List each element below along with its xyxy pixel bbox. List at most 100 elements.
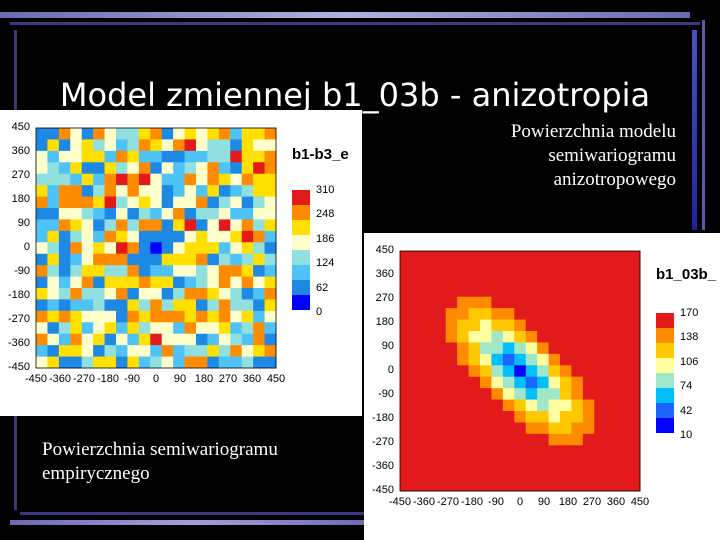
heatmap-cell (161, 265, 174, 278)
heatmap-cell (93, 356, 106, 369)
y-tick-label: 180 (375, 316, 394, 328)
heatmap-cell (445, 422, 458, 435)
heatmap-cell (241, 265, 254, 278)
heatmap-cell (184, 162, 197, 175)
heatmap-cell (207, 208, 220, 220)
heatmap-cell (150, 208, 163, 220)
heatmap-cell (582, 296, 595, 309)
heatmap-cell (560, 479, 572, 492)
heatmap-cell (253, 219, 266, 232)
heatmap-cell (560, 251, 572, 263)
heatmap-cell (468, 273, 481, 286)
heatmap-cell (434, 376, 447, 389)
heatmap-cell (582, 342, 595, 355)
heatmap-cell (241, 356, 254, 369)
heatmap-cell (434, 388, 447, 401)
plot-frame (399, 250, 641, 492)
heatmap-cell (150, 345, 163, 358)
heatmap-cell (548, 376, 561, 389)
heatmap-cell (434, 399, 447, 412)
heatmap-cell (230, 196, 243, 209)
heatmap-cell (617, 456, 630, 469)
legend-label: 74 (680, 380, 693, 393)
y-tick-label: -270 (371, 436, 394, 448)
heatmap-cell (560, 411, 572, 423)
heatmap-cell (594, 468, 607, 481)
heatmap-cell (411, 273, 424, 286)
legend-swatch (292, 205, 310, 220)
heatmap-cell (127, 242, 140, 255)
heatmap-cell (480, 422, 492, 435)
heatmap-cell (196, 242, 208, 255)
heatmap-cell (138, 128, 151, 140)
heatmap-cell (491, 308, 504, 321)
x-tick-label: 450 (630, 496, 650, 508)
heatmap-cell (445, 365, 458, 378)
heatmap-cell (104, 276, 117, 289)
heatmap-cell (605, 468, 618, 481)
heatmap-cell (605, 376, 618, 389)
model-heatmap (399, 250, 641, 492)
heatmap-cell (582, 445, 595, 458)
heatmap-cell (628, 376, 641, 389)
heatmap-cell (127, 288, 140, 300)
heatmap-cell (138, 208, 151, 220)
heatmap-cell (264, 185, 277, 198)
heatmap-cell (264, 173, 277, 186)
heatmap-cell (537, 422, 550, 435)
heatmap-cell (628, 479, 641, 492)
x-tick-label: -270 (72, 373, 96, 385)
heatmap-cell (445, 376, 458, 389)
heatmap-cell (127, 265, 140, 278)
heatmap-cell (36, 253, 48, 266)
heatmap-cell (104, 253, 117, 266)
heatmap-cell (548, 273, 561, 286)
heatmap-cell (422, 353, 435, 366)
heatmap-cell (537, 296, 550, 309)
heatmap-cell (582, 422, 595, 435)
heatmap-cell (617, 331, 630, 343)
heatmap-cell (400, 468, 412, 481)
heatmap-cell (548, 479, 561, 492)
heatmap-cell (81, 219, 94, 232)
heatmap-cell (514, 456, 527, 469)
heatmap-cell (47, 150, 60, 163)
heatmap-cell (93, 288, 106, 300)
legend-swatch (292, 280, 310, 295)
heatmap-cell (70, 265, 83, 278)
heatmap-cell (457, 251, 470, 263)
heatmap-cell (502, 308, 515, 321)
heatmap-cell (514, 319, 527, 332)
heatmap-cell (525, 251, 538, 263)
heatmap-cell (81, 139, 94, 152)
heatmap-cell (480, 285, 492, 298)
heatmap-cell (480, 273, 492, 286)
heatmap-cell (480, 388, 492, 401)
heatmap-cell (184, 230, 197, 243)
heatmap-cell (104, 128, 117, 140)
heatmap-cell (116, 173, 128, 186)
heatmap-cell (104, 356, 117, 369)
heatmap-cell (218, 230, 231, 243)
heatmap-cell (468, 319, 481, 332)
x-tick-label: 180 (194, 373, 214, 385)
heatmap-cell (560, 445, 572, 458)
heatmap-cell (116, 356, 128, 369)
heatmap-cell (525, 342, 538, 355)
y-tick-label: 90 (17, 217, 30, 229)
y-tick-label: 90 (381, 340, 394, 352)
heatmap-cell (207, 139, 220, 152)
heatmap-cell (70, 173, 83, 186)
heatmap-cell (422, 433, 435, 446)
heatmap-cell (480, 468, 492, 481)
heatmap-cell (70, 185, 83, 198)
heatmap-cell (537, 331, 550, 343)
heatmap-cell (445, 296, 458, 309)
heatmap-cell (241, 162, 254, 175)
heatmap-cell (480, 445, 492, 458)
heatmap-cell (525, 308, 538, 321)
heatmap-cell (70, 299, 83, 312)
heatmap-cell (468, 376, 481, 389)
heatmap-cell (116, 219, 128, 232)
heatmap-cell (571, 273, 584, 286)
